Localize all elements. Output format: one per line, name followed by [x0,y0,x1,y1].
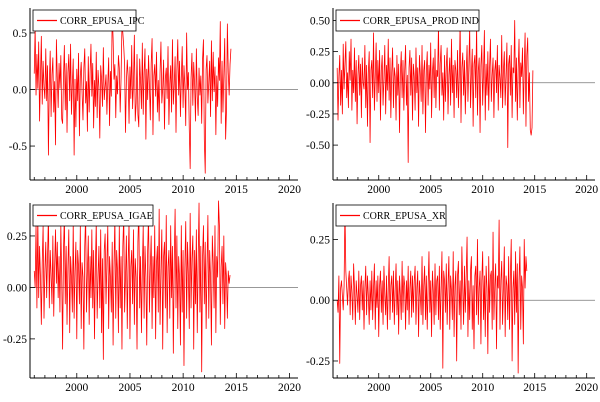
y-tick-label: 0.25 [7,231,27,243]
legend-label: CORR_EPUSA_IPC [60,16,145,27]
legend-box [335,9,480,32]
x-tick-label: 2005 [118,184,141,196]
legend: CORR_EPUSA_IPC [32,9,145,32]
x-tick-label: 2000 [65,184,88,196]
y-tick-label: -0.25 [306,356,330,368]
x-tick-label: 2020 [575,184,598,196]
y-tick-label: 0.5 [13,28,28,40]
legend-label: CORR_EPUSA_IGAE [60,211,153,222]
x-tick-label: 2020 [278,184,301,196]
y-tick-label: 0.00 [310,295,330,307]
legend: CORR_EPUSA_PROD IND [335,9,480,32]
panel-igae: 2000 2005 2010 2015 2020 0.25 0.00 -0.25 CORR_EP… [3,200,301,394]
x-tick-label: 2010 [172,184,195,196]
x-tick-label: 2000 [367,184,390,196]
y-tick-label: 0.00 [7,282,27,294]
y-tick-label: 0.50 [310,15,330,27]
series-line [336,207,528,374]
x-tick-label: 2005 [419,382,442,394]
panel-xr: 2000 2005 2010 2015 2020 0.25 0.00 -0.25 CORR_EP… [306,203,598,394]
y-tick-label: 0.25 [310,47,330,59]
x-tick-label: 2015 [523,382,546,394]
legend-box [32,9,137,32]
x-tick-label: 2015 [523,184,546,196]
y-tick-label: -0.25 [3,334,27,346]
y-tick-label: 0.00 [310,78,330,90]
x-tick-label: 2010 [172,382,195,394]
x-tick-label: 2005 [419,184,442,196]
series-line [336,20,534,163]
legend: CORR_EPUSA_IGAE [32,204,154,227]
x-tick-label: 2020 [575,382,598,394]
legend-box [335,204,447,227]
y-tick-label: -0.25 [306,109,330,121]
y-tick-label: 0.0 [13,84,28,96]
legend-box [32,204,154,227]
legend-label: CORR_EPUSA_PROD IND [363,16,479,27]
panel-prod-ind: 2000 2005 2010 2015 2020 0.50 0.25 0.00 -0.25 -0.… [306,8,598,196]
x-tick-label: 2010 [471,184,494,196]
series-line [33,12,232,174]
panel-ipc: 2000 2005 2010 2015 2020 0.5 0.0 -0.5 CORR_EPUSA… [9,8,301,196]
x-tick-label: 2010 [471,382,494,394]
y-tick-label: -0.5 [9,141,27,153]
legend-label: CORR_EPUSA_XR [363,211,446,222]
series-line [33,200,231,373]
x-tick-label: 2000 [367,382,390,394]
x-tick-label: 2000 [65,382,88,394]
x-tick-label: 2015 [225,184,248,196]
legend: CORR_EPUSA_XR [335,204,447,227]
x-tick-label: 2005 [118,382,141,394]
y-tick-label: 0.25 [310,234,330,246]
y-tick-label: -0.50 [306,140,330,152]
x-tick-label: 2020 [278,382,301,394]
x-tick-label: 2015 [225,382,248,394]
